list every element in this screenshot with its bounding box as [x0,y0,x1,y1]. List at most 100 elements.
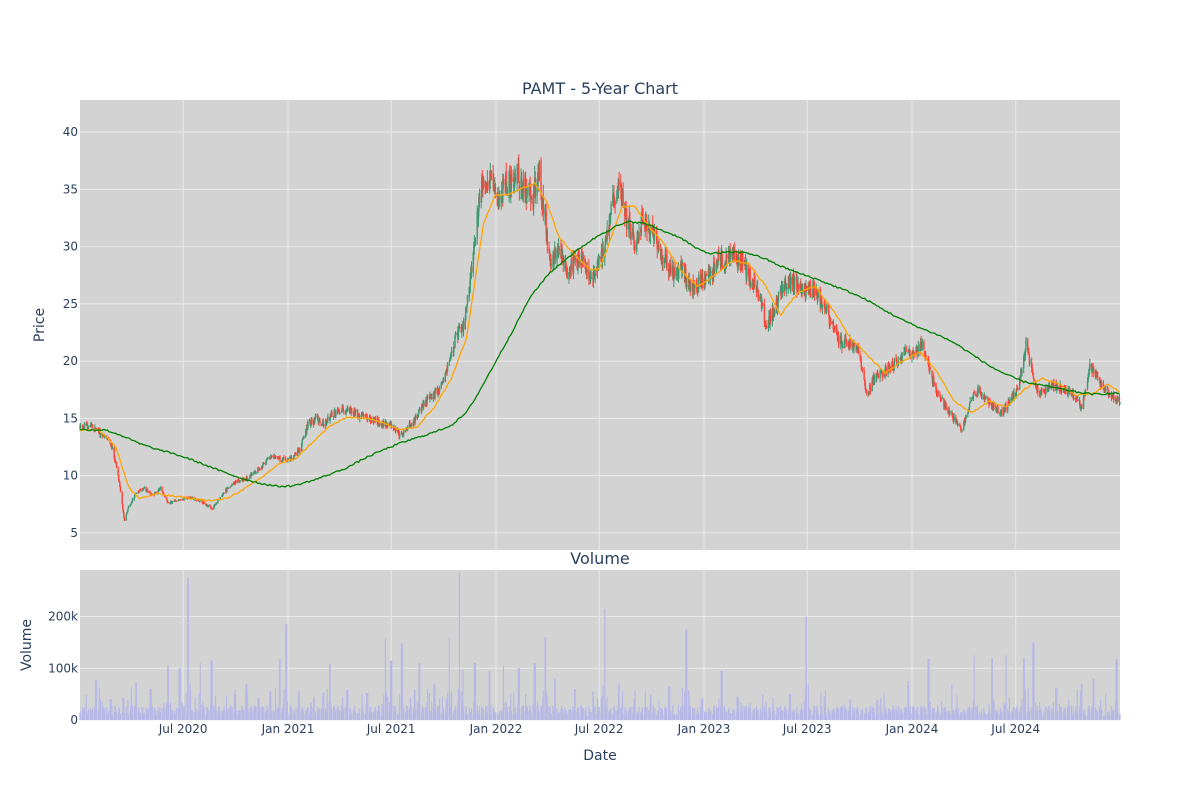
candle-body [686,284,688,287]
volume-bar [490,705,492,720]
candle-body [632,228,635,237]
candle-body [460,327,462,332]
date-axis-title: Date [583,748,616,764]
volume-bar [526,706,528,720]
candle-body [1107,389,1109,393]
candle-body [223,492,225,494]
volume-bar [568,709,570,720]
volume-bar [79,711,82,720]
price-y-tick-label: 35 [63,182,78,196]
candle-body [317,416,319,423]
volume-bar [548,706,550,720]
candle-body [123,518,126,521]
volume-bar [267,709,269,720]
candle-body [367,418,369,420]
candle-body [1105,388,1107,391]
candle-body [469,273,472,286]
candle-body [756,287,759,293]
candle-body [720,253,722,268]
candle-body [662,257,664,264]
volume-bar [181,703,184,720]
volume-bar [754,708,756,720]
volume-bar [90,709,92,720]
candle-body [820,304,822,308]
candle-body [617,188,619,190]
volume-bar [883,693,885,720]
volume-bar [448,637,450,720]
candle-body [616,197,618,202]
candle-body [1095,371,1098,375]
candle-body [1099,379,1101,385]
volume-bar [410,705,412,720]
candle-body [255,472,257,473]
volume-bar [1119,713,1121,720]
candle-body [219,497,221,500]
volume-bar [861,708,864,720]
candle-body [377,420,379,426]
candle-body [980,393,982,396]
candle-body [222,493,224,496]
volume-bar [920,705,922,720]
candle-body [767,319,770,329]
candle-body [1004,406,1006,411]
candle-body [165,496,167,499]
candle-body [1093,369,1095,374]
volume-bar [263,712,265,720]
volume-bar [782,710,784,720]
candle-body [203,502,205,504]
candle-body [271,455,273,457]
candle-body [742,253,744,265]
candle-body [157,490,159,494]
candle-body [259,469,261,471]
price-axis-title: Price [32,308,48,342]
candle-body [282,457,285,460]
candle-body [227,487,229,490]
candle-body [217,499,219,503]
candle-body [379,424,381,425]
price-y-tick-label: 40 [63,125,78,139]
candle-body [927,358,929,360]
candle-body [891,361,894,367]
volume-bar [155,715,157,720]
candle-body [928,365,930,371]
candle-body [608,215,611,234]
candle-body [867,392,870,394]
candle-body [143,487,145,489]
volume-bar [431,700,433,720]
candle-body [1085,390,1087,391]
candle-body [293,455,295,457]
candle-body [835,327,837,330]
candle-body [229,487,231,489]
volume-bar [586,716,588,720]
volume-bar [458,572,461,720]
candle-body [973,391,975,395]
volume-bar [813,705,816,720]
candle-body [640,216,643,236]
candle-body [171,501,174,504]
volume-bar [384,637,387,720]
candle-body [430,396,433,400]
candle-body [1087,376,1089,382]
x-tick-label: Jan 2022 [469,722,523,736]
volume-bar [123,698,125,720]
volume-bar [893,709,895,720]
volume-bar [414,690,416,720]
volume-bar [191,710,193,720]
volume-bar [1089,711,1091,720]
candle-body [1081,406,1083,409]
candle-body [333,411,335,418]
candle-body [893,359,896,368]
candle-body [645,218,648,223]
price-y-tick-label: 20 [63,354,78,368]
candle-body [844,338,846,348]
volume-bar [621,690,624,720]
candle-body [935,383,937,389]
candle-body [478,197,480,212]
candle-body [177,500,179,502]
volume-bar [542,691,544,720]
volume-bar [279,658,281,720]
candle-body [1036,386,1038,390]
candle-body [234,483,236,485]
candle-body [139,489,142,491]
candle-body [760,296,763,310]
